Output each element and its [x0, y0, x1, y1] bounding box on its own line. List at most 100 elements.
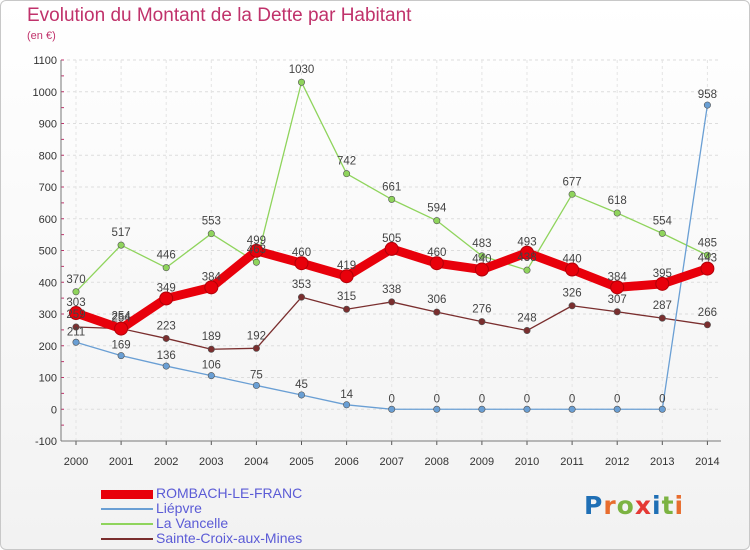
y-tick-label: -100 [35, 436, 57, 448]
data-point [655, 276, 670, 291]
data-label: 303 [66, 297, 85, 309]
data-label: 211 [67, 326, 85, 338]
data-point [343, 401, 351, 409]
data-point [658, 229, 666, 237]
data-point [433, 217, 441, 225]
logo-letter: o [616, 491, 635, 520]
data-point [252, 344, 260, 352]
data-point [117, 241, 125, 249]
data-point [207, 230, 215, 238]
legend-swatch [101, 508, 153, 510]
data-label: 276 [472, 304, 491, 316]
data-label: 106 [202, 360, 221, 372]
x-tick-label: 2005 [289, 456, 313, 468]
data-label: 438 [517, 252, 536, 264]
data-label: 460 [292, 247, 311, 259]
logo-letter: i [652, 491, 662, 520]
legend-swatch [101, 489, 153, 499]
legend-label: Sainte-Croix-aux-Mines [156, 530, 303, 546]
data-point [613, 308, 621, 316]
data-point [429, 256, 444, 271]
y-tick-label: 0 [51, 404, 57, 416]
data-label: 384 [202, 271, 222, 283]
data-label: 443 [698, 253, 717, 265]
data-point [297, 391, 305, 399]
data-point [294, 256, 309, 271]
legend-label: Liépvre [156, 500, 202, 516]
data-label: 14 [340, 389, 353, 401]
data-label: 307 [608, 294, 627, 306]
data-point [520, 245, 534, 260]
x-tick-label: 2010 [515, 456, 539, 468]
proxiti-logo: Proxiti [584, 491, 684, 520]
data-point [568, 405, 576, 413]
data-point [162, 264, 170, 272]
data-point [700, 261, 715, 276]
logo-letter: i [674, 491, 685, 520]
logo-letter: r [603, 491, 617, 520]
legend-label: ROMBACH-LE-FRANC [156, 485, 303, 501]
y-tick-label: 800 [39, 150, 57, 162]
x-tick-label: 2007 [379, 456, 403, 468]
data-point [523, 266, 531, 274]
legend-swatch [101, 538, 153, 540]
x-tick-label: 2013 [650, 456, 674, 468]
data-point [162, 362, 170, 370]
data-point [249, 243, 264, 258]
y-tick-label: 500 [39, 246, 57, 258]
data-label: 517 [112, 227, 131, 239]
data-label: 499 [247, 235, 266, 247]
data-point [72, 288, 80, 296]
data-point [384, 241, 399, 256]
y-tick-label: 200 [39, 341, 57, 353]
x-tick-label: 2003 [199, 456, 223, 468]
data-point [478, 318, 486, 326]
data-label: 266 [698, 307, 717, 319]
data-label: 0 [659, 393, 665, 405]
data-label: 287 [653, 300, 672, 312]
y-tick-label: 600 [39, 214, 57, 226]
y-tick-label: 100 [39, 373, 57, 385]
data-point [523, 405, 531, 413]
data-label: 169 [112, 340, 131, 352]
data-label: 440 [472, 254, 491, 266]
data-point [613, 405, 621, 413]
data-point [388, 195, 396, 203]
data-point [703, 101, 711, 109]
data-point [252, 258, 260, 266]
data-point [343, 170, 351, 178]
x-tick-label: 2011 [560, 456, 584, 468]
chart-subtitle: (en €) [27, 30, 56, 42]
data-point [565, 262, 580, 277]
data-point [117, 352, 125, 360]
data-label: 446 [157, 250, 176, 262]
x-tick-label: 2004 [244, 456, 268, 468]
data-label: 0 [479, 393, 485, 405]
data-point [297, 293, 305, 301]
data-label: 554 [653, 215, 673, 227]
data-point [388, 405, 396, 413]
data-label: 0 [569, 393, 575, 405]
x-tick-label: 2001 [109, 456, 133, 468]
data-point [613, 209, 621, 217]
data-label: 0 [434, 393, 440, 405]
data-label: 254 [112, 311, 132, 323]
data-point [703, 321, 711, 329]
data-point [658, 405, 666, 413]
data-label: 742 [337, 156, 356, 168]
x-tick-label: 2012 [605, 456, 629, 468]
logo-letter: t [661, 491, 675, 520]
data-point [252, 381, 260, 389]
data-point [207, 345, 215, 353]
legend-swatch [101, 523, 153, 525]
data-point [114, 321, 129, 336]
data-label: 192 [247, 330, 266, 342]
y-tick-label: 700 [39, 182, 57, 194]
x-tick-label: 2002 [154, 456, 178, 468]
y-tick-label: 1100 [33, 55, 57, 67]
data-label: 0 [388, 393, 394, 405]
data-label: 493 [517, 237, 536, 249]
data-label: 384 [608, 271, 628, 283]
data-label: 259 [66, 309, 85, 321]
